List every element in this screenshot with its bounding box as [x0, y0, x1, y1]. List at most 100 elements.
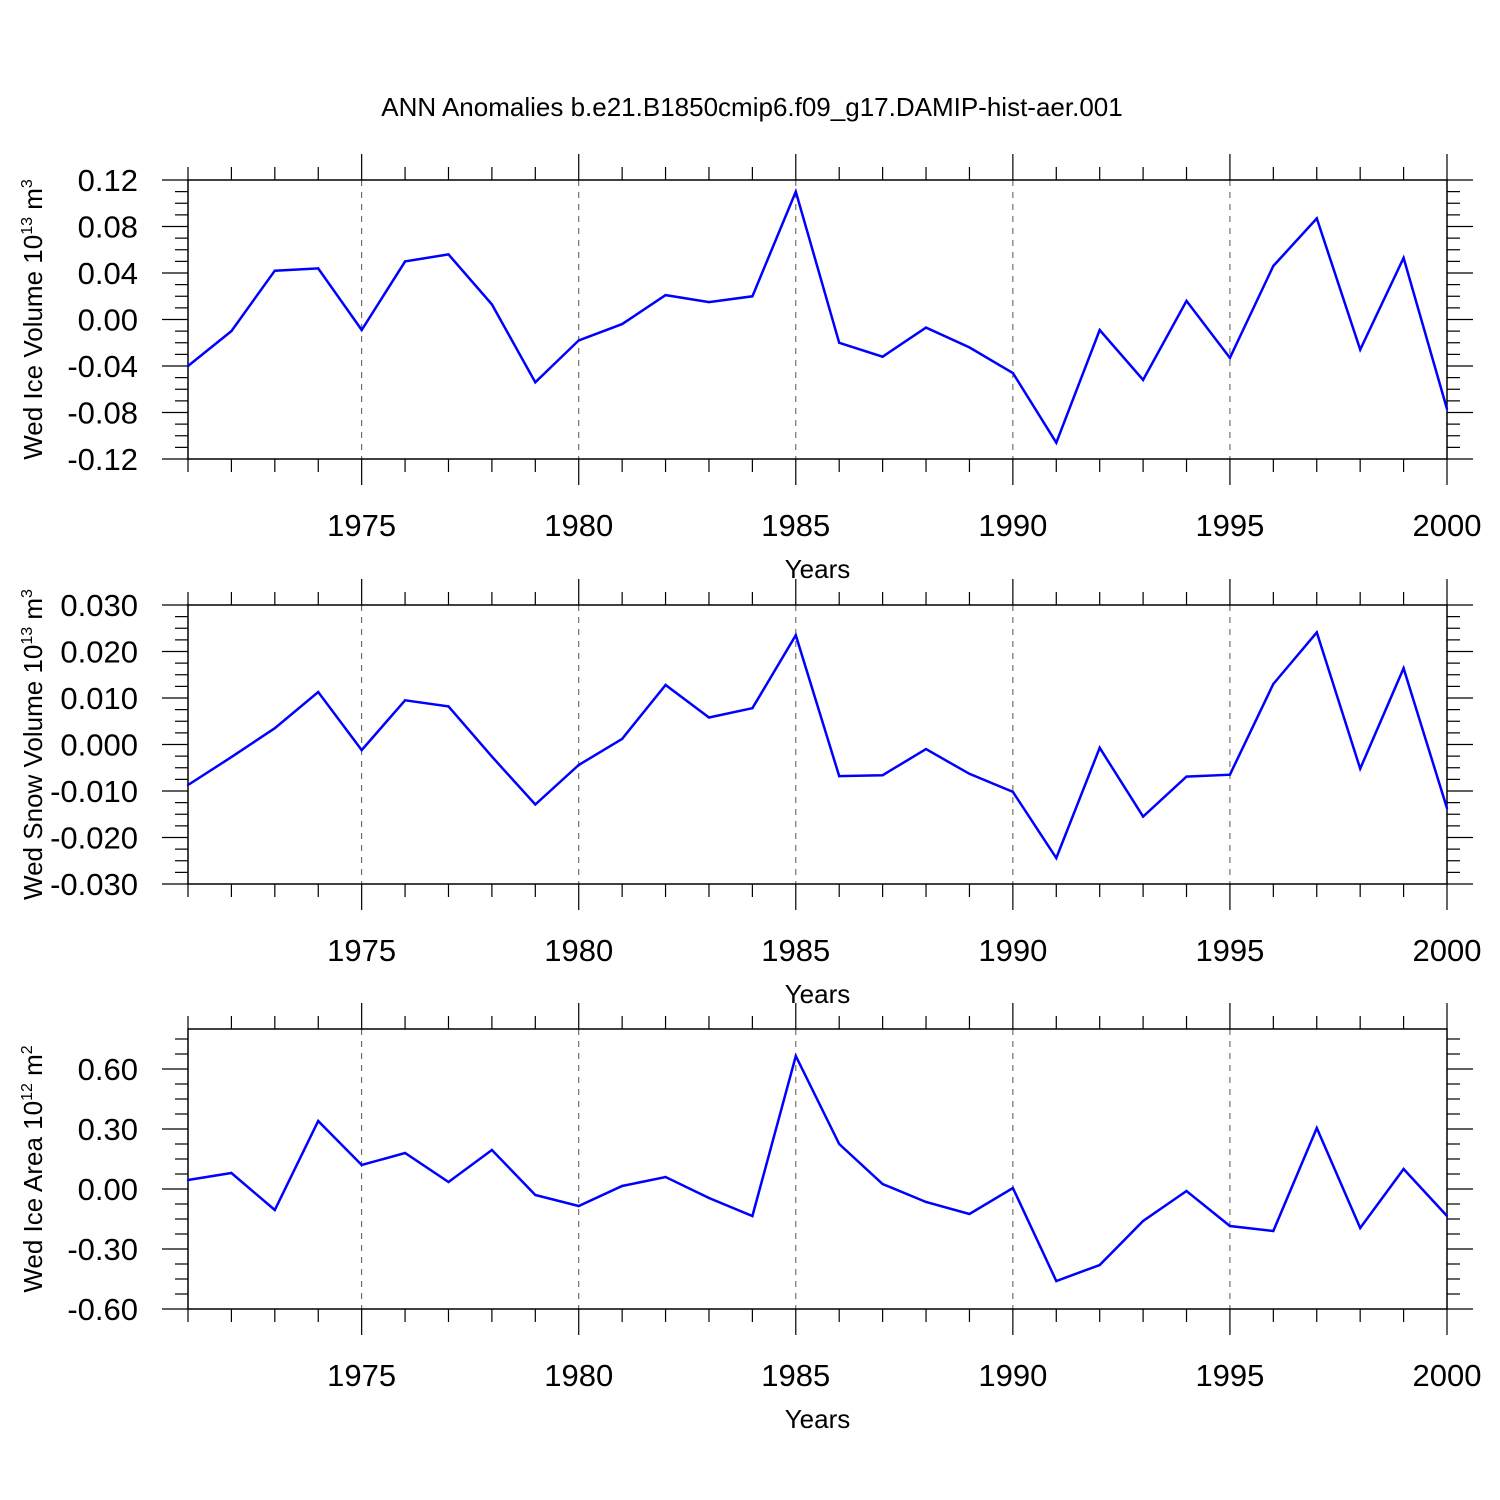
data-point	[1315, 217, 1318, 220]
data-point	[403, 699, 407, 702]
y-axis-label-unit-exponent: 3	[19, 589, 36, 598]
data-point	[620, 1184, 624, 1188]
y-tick-label: -0.030	[50, 867, 138, 902]
x-tick-label: 1980	[544, 933, 613, 968]
data-point	[1141, 378, 1145, 382]
data-point	[968, 346, 971, 349]
data-point	[1272, 264, 1275, 268]
data-point	[1098, 746, 1101, 749]
y-axis-label: Wed Ice Volume 1013 m3	[18, 179, 48, 460]
y-tick-label: 0.010	[60, 681, 138, 716]
x-tick-label: 1980	[544, 508, 613, 543]
data-point	[924, 326, 928, 329]
data-point	[1055, 441, 1058, 444]
y-axis-label-exponent: 13	[19, 627, 36, 645]
data-point	[1315, 1126, 1318, 1130]
data-point	[881, 773, 884, 777]
y-axis-label-unit-exponent: 2	[19, 1045, 36, 1054]
x-tick-label: 1985	[761, 933, 830, 968]
data-point	[838, 774, 841, 778]
series-line	[187, 187, 1449, 446]
x-tick-label: 2000	[1413, 933, 1482, 968]
data-point	[1011, 790, 1015, 794]
series-line	[187, 629, 1449, 861]
data-point	[1402, 1167, 1405, 1171]
chart-panel-1: 0.12 0.08 0.04 0.00 -0.04 -0.08 -0.12 1975 1980 1…	[18, 154, 1481, 584]
data-point	[664, 683, 667, 687]
data-point	[317, 267, 320, 270]
data-point	[838, 341, 841, 344]
y-tick-label: -0.08	[67, 396, 138, 431]
data-point	[403, 1151, 407, 1155]
data-point	[838, 1142, 841, 1146]
x-tick-label: 1990	[978, 508, 1047, 543]
data-point	[881, 1182, 884, 1186]
y-tick-label: 0.30	[78, 1112, 138, 1147]
y-tick-label: -0.020	[50, 821, 138, 856]
data-point	[1055, 1279, 1058, 1283]
data-point	[230, 329, 233, 333]
data-point	[1185, 299, 1188, 303]
y-tick-label: -0.60	[67, 1292, 138, 1327]
x-axis-label: Years	[785, 979, 851, 1009]
y-tick-label: 0.60	[78, 1052, 138, 1087]
y-tick-label: 0.08	[78, 210, 138, 245]
x-tick-label: 1985	[761, 508, 830, 543]
data-point	[707, 1196, 711, 1200]
data-point	[707, 300, 711, 304]
data-point	[1445, 1214, 1449, 1218]
data-point	[273, 1208, 277, 1212]
data-point	[447, 253, 450, 256]
data-point	[751, 707, 754, 710]
x-tick-label: 1990	[978, 1358, 1047, 1393]
data-point	[360, 748, 363, 752]
data-point	[1141, 1219, 1145, 1223]
plot-frame	[187, 1028, 1448, 1310]
plot-frame	[187, 604, 1448, 885]
data-point	[1358, 1226, 1362, 1230]
data-point	[794, 634, 797, 637]
data-point	[1098, 328, 1101, 332]
data-point	[317, 690, 320, 694]
x-tick-label: 1990	[978, 933, 1047, 968]
y-tick-label: 0.12	[78, 163, 138, 198]
data-point	[1228, 773, 1232, 776]
data-point	[1402, 256, 1405, 260]
x-tick-label: 1995	[1195, 1358, 1264, 1393]
x-tick-label: 1975	[327, 508, 396, 543]
data-point	[360, 328, 363, 332]
y-axis-label-unit: m	[18, 188, 48, 217]
data-point	[273, 727, 277, 730]
y-axis-label-exponent: 12	[19, 1083, 36, 1101]
data-point	[447, 705, 450, 708]
data-point	[1141, 815, 1145, 818]
chart-panel-2: 0.030 0.020 0.010 0.000 -0.010 -0.020 -0.030 19…	[18, 579, 1481, 1009]
x-tick-label: 2000	[1413, 508, 1482, 543]
y-tick-label: -0.30	[67, 1232, 138, 1267]
data-point	[490, 1148, 494, 1152]
data-point	[751, 1214, 754, 1218]
data-point	[360, 1163, 363, 1167]
data-point	[620, 322, 624, 326]
data-point	[273, 269, 277, 272]
data-point	[317, 1119, 320, 1123]
data-point	[1011, 371, 1015, 375]
data-point	[1272, 682, 1275, 686]
y-tick-label: -0.04	[67, 349, 138, 384]
x-tick-label: 1995	[1195, 933, 1264, 968]
y-tick-label: 0.020	[60, 635, 138, 670]
data-point	[1445, 807, 1449, 810]
data-point	[881, 355, 884, 358]
plot-frame	[187, 179, 1448, 460]
series-line	[187, 1052, 1448, 1283]
data-point	[1358, 767, 1362, 770]
y-tick-label: 0.00	[78, 303, 138, 338]
data-point	[534, 381, 537, 384]
x-tick-label: 1975	[327, 933, 396, 968]
data-point	[1228, 356, 1232, 360]
data-point	[620, 737, 624, 741]
data-point	[794, 190, 797, 193]
y-axis-label-unit: m	[18, 1054, 48, 1083]
chart-panel-3: 0.60 0.30 0.00 -0.30 -0.60 1975 1980 1985 1990 19…	[18, 1003, 1481, 1434]
data-point	[794, 1054, 797, 1058]
